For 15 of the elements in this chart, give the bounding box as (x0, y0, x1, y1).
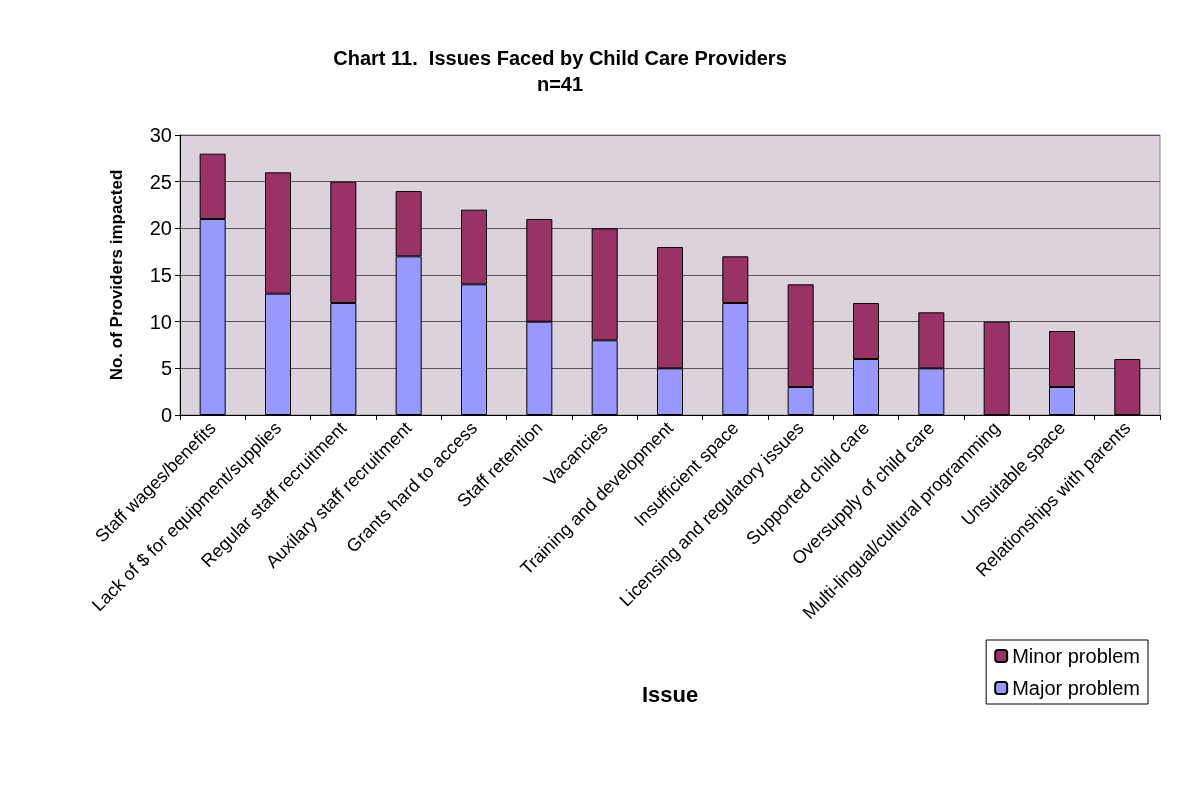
chart-subtitle: n=41 (536, 73, 584, 95)
legend-label: Minor problem (1012, 645, 1141, 667)
y-tick-label: 15 (149, 264, 172, 286)
y-tick-label: 0 (160, 404, 172, 426)
y-tick-label: 10 (149, 310, 172, 333)
y-tick-label: 30 (149, 124, 172, 146)
y-tick-label: 5 (160, 357, 172, 380)
y-tick-label: 20 (149, 217, 172, 240)
y-tick-label: 25 (149, 170, 172, 193)
chart-title: Chart 11. Issues Faced by Child Care Providers (333, 47, 787, 69)
y-axis-title: No. of Providers impacted (107, 169, 126, 381)
legend-label: Major problem (1012, 677, 1141, 699)
x-axis-title: Issue (641, 681, 699, 707)
bar (983, 321, 1010, 415)
bar (1114, 359, 1141, 415)
